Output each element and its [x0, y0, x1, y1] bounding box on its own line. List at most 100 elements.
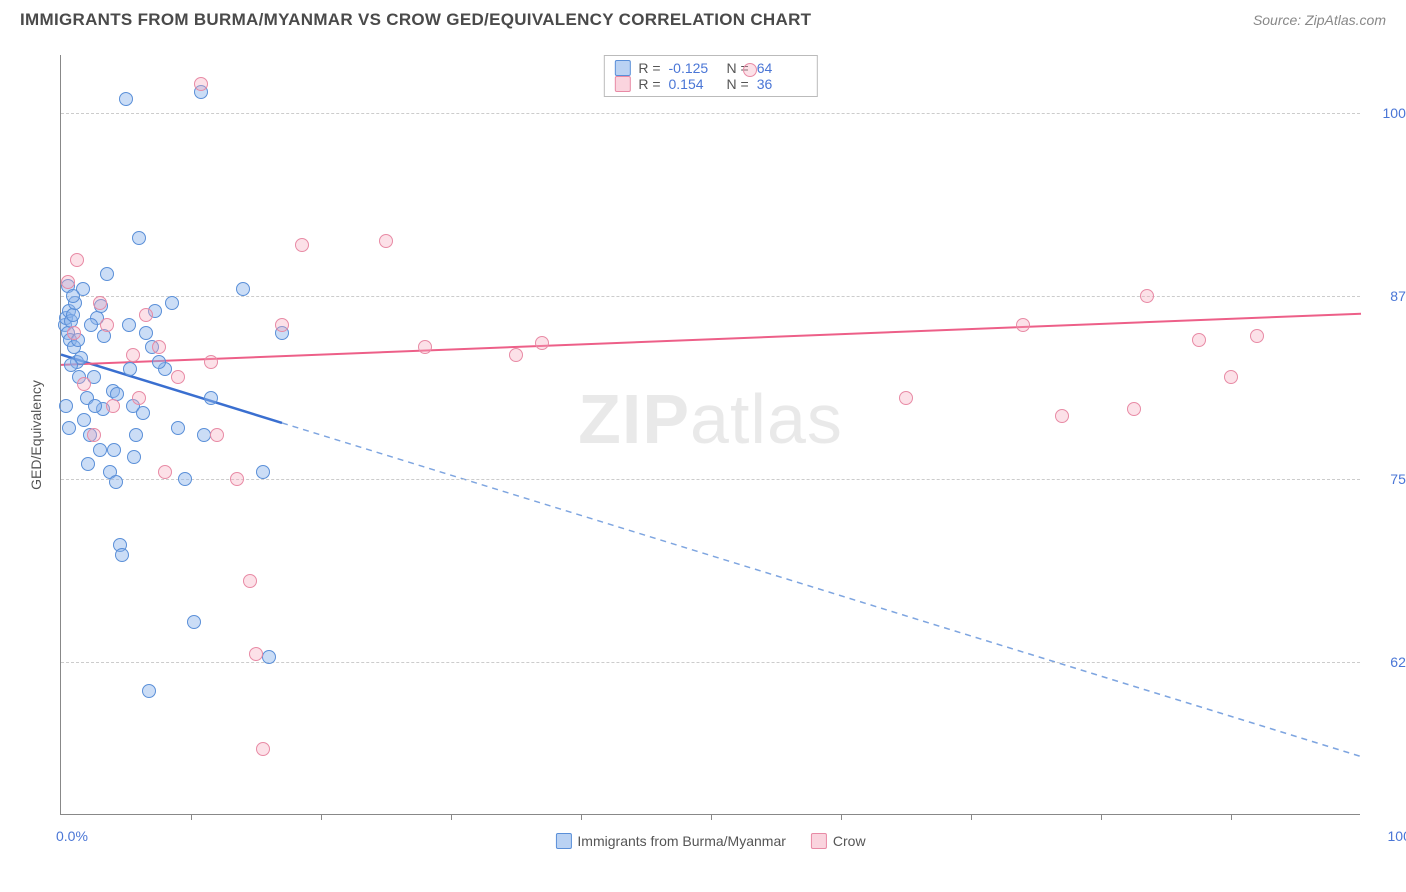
- data-point: [187, 615, 201, 629]
- data-point: [210, 428, 224, 442]
- data-point: [743, 63, 757, 77]
- data-point: [275, 318, 289, 332]
- data-point: [93, 296, 107, 310]
- gridline: [61, 662, 1360, 663]
- data-point: [122, 318, 136, 332]
- data-point: [67, 326, 81, 340]
- legend-stat-row: R = 0.154N = 36: [614, 76, 806, 92]
- data-point: [127, 450, 141, 464]
- data-point: [197, 428, 211, 442]
- data-point: [100, 318, 114, 332]
- legend-statistics: R = -0.125N = 64R = 0.154N = 36: [603, 55, 817, 97]
- chart-title: IMMIGRANTS FROM BURMA/MYANMAR VS CROW GE…: [20, 10, 811, 30]
- data-point: [1140, 289, 1154, 303]
- data-point: [171, 370, 185, 384]
- data-point: [123, 362, 137, 376]
- legend-swatch: [614, 60, 630, 76]
- data-point: [84, 318, 98, 332]
- x-tick: [971, 814, 972, 820]
- data-point: [1224, 370, 1238, 384]
- data-point: [87, 428, 101, 442]
- data-point: [204, 355, 218, 369]
- plot-area: ZIPatlas GED/Equivalency 0.0% 100.0% R =…: [60, 55, 1360, 815]
- data-point: [1016, 318, 1030, 332]
- data-point: [535, 336, 549, 350]
- data-point: [119, 92, 133, 106]
- x-tick: [711, 814, 712, 820]
- legend-swatch: [614, 76, 630, 92]
- data-point: [136, 406, 150, 420]
- y-tick-label: 75.0%: [1370, 471, 1406, 487]
- data-point: [109, 475, 123, 489]
- data-point: [899, 391, 913, 405]
- x-tick: [841, 814, 842, 820]
- x-tick: [191, 814, 192, 820]
- data-point: [152, 355, 166, 369]
- data-point: [139, 326, 153, 340]
- data-point: [77, 413, 91, 427]
- legend-series: Immigrants from Burma/Myanmar Crow: [555, 833, 865, 849]
- data-point: [262, 650, 276, 664]
- data-point: [1250, 329, 1264, 343]
- data-point: [77, 377, 91, 391]
- x-tick: [451, 814, 452, 820]
- data-point: [256, 465, 270, 479]
- data-point: [132, 391, 146, 405]
- trendlines: [61, 55, 1361, 815]
- data-point: [249, 647, 263, 661]
- x-axis-min: 0.0%: [56, 828, 88, 844]
- data-point: [115, 548, 129, 562]
- y-tick-label: 62.5%: [1370, 654, 1406, 670]
- data-point: [106, 399, 120, 413]
- x-axis-max: 100.0%: [1375, 828, 1406, 844]
- y-tick-label: 100.0%: [1370, 105, 1406, 121]
- data-point: [142, 684, 156, 698]
- legend-swatch: [811, 833, 827, 849]
- data-point: [129, 428, 143, 442]
- gridline: [61, 479, 1360, 480]
- data-point: [194, 77, 208, 91]
- data-point: [61, 275, 75, 289]
- data-point: [158, 465, 172, 479]
- legend-swatch: [555, 833, 571, 849]
- data-point: [236, 282, 250, 296]
- data-point: [126, 348, 140, 362]
- data-point: [1192, 333, 1206, 347]
- gridline: [61, 113, 1360, 114]
- data-point: [152, 340, 166, 354]
- data-point: [230, 472, 244, 486]
- data-point: [139, 308, 153, 322]
- x-tick: [581, 814, 582, 820]
- source-attribution: Source: ZipAtlas.com: [1253, 12, 1386, 28]
- data-point: [132, 231, 146, 245]
- gridline: [61, 296, 1360, 297]
- y-axis-label: GED/Equivalency: [28, 380, 44, 490]
- legend-stat-row: R = -0.125N = 64: [614, 60, 806, 76]
- data-point: [88, 399, 102, 413]
- x-tick: [321, 814, 322, 820]
- data-point: [171, 421, 185, 435]
- data-point: [178, 472, 192, 486]
- data-point: [100, 267, 114, 281]
- data-point: [81, 457, 95, 471]
- y-tick-label: 87.5%: [1370, 288, 1406, 304]
- data-point: [204, 391, 218, 405]
- legend-series-item: Immigrants from Burma/Myanmar: [555, 833, 785, 849]
- x-tick: [1231, 814, 1232, 820]
- x-tick: [1101, 814, 1102, 820]
- data-point: [256, 742, 270, 756]
- data-point: [509, 348, 523, 362]
- data-point: [107, 443, 121, 457]
- data-point: [418, 340, 432, 354]
- data-point: [70, 253, 84, 267]
- data-point: [243, 574, 257, 588]
- data-point: [1127, 402, 1141, 416]
- data-point: [93, 443, 107, 457]
- data-point: [1055, 409, 1069, 423]
- data-point: [59, 399, 73, 413]
- correlation-chart: ZIPatlas GED/Equivalency 0.0% 100.0% R =…: [20, 45, 1386, 855]
- data-point: [379, 234, 393, 248]
- legend-series-item: Crow: [811, 833, 866, 849]
- watermark: ZIPatlas: [578, 379, 843, 459]
- data-point: [165, 296, 179, 310]
